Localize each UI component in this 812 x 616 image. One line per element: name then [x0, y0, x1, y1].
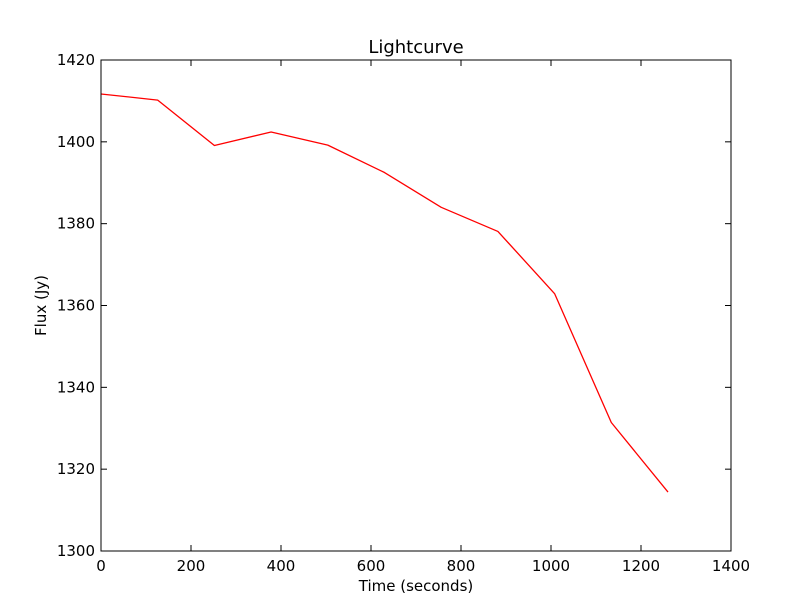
x-tick-label: 200: [177, 557, 206, 575]
series-line: [100, 93, 669, 493]
plot-background: [101, 60, 731, 551]
x-tick-label: 1200: [622, 557, 660, 575]
x-tick-label: 400: [267, 557, 296, 575]
x-tick-label: 0: [96, 557, 106, 575]
chart-title: Lightcurve: [368, 37, 463, 58]
plot-frame: [100, 59, 732, 552]
y-axis-label: Flux (Jy): [32, 275, 50, 336]
y-tick-label: 1300: [57, 542, 95, 560]
y-tick-label: 1340: [57, 378, 95, 396]
y-tick-label: 1400: [57, 133, 95, 151]
ticks-layer: 0 200 400 600 800 1000 1200 1400 1300 1320 1340 136…: [57, 51, 750, 575]
y-tick-label: 1320: [57, 460, 95, 478]
x-axis-label: Time (seconds): [358, 577, 474, 595]
y-tick-label: 1420: [57, 51, 95, 69]
plot-area: [101, 60, 731, 551]
y-tick-label: 1360: [57, 297, 95, 315]
x-tick-label: 600: [357, 557, 386, 575]
x-tick-label: 800: [447, 557, 476, 575]
x-tick-label: 1000: [532, 557, 570, 575]
y-tick-label: 1380: [57, 215, 95, 233]
series-layer: [100, 93, 669, 493]
x-tick-label: 1400: [712, 557, 750, 575]
